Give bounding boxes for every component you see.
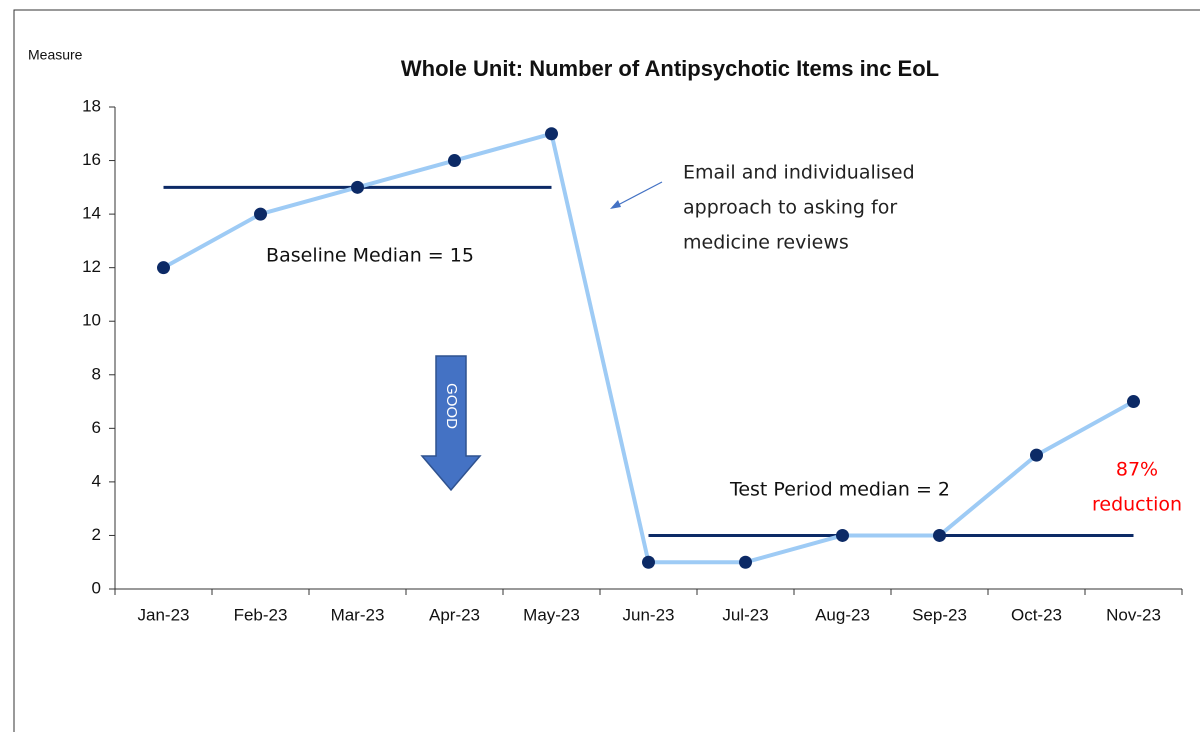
data-line bbox=[162, 131, 1135, 565]
x-tick-label: May-23 bbox=[523, 605, 580, 624]
annotation-line: 87% bbox=[1116, 459, 1158, 481]
annotation-line: reduction bbox=[1092, 494, 1182, 516]
x-tick-label: Jun-23 bbox=[623, 605, 675, 624]
x-tick-label: Mar-23 bbox=[331, 605, 385, 624]
good-arrow bbox=[420, 355, 482, 492]
y-tick-label: 0 bbox=[92, 578, 101, 597]
annotation-arrow bbox=[615, 181, 663, 207]
y-tick-label: 16 bbox=[82, 150, 101, 169]
chart-title: Whole Unit: Number of Antipsychotic Item… bbox=[401, 56, 939, 81]
x-tick-label: Oct-23 bbox=[1011, 605, 1062, 624]
data-point bbox=[448, 154, 461, 168]
data-point bbox=[836, 528, 849, 542]
y-tick-label: 4 bbox=[92, 471, 101, 490]
y-tick-label: 12 bbox=[82, 257, 101, 276]
y-tick-label: 14 bbox=[82, 204, 101, 223]
data-point bbox=[1030, 448, 1043, 462]
annotation-line: Email and individualised bbox=[683, 162, 915, 184]
x-tick-label: Feb-23 bbox=[234, 605, 288, 624]
y-tick-label: 8 bbox=[92, 364, 101, 383]
y-tick-label: 18 bbox=[82, 96, 101, 115]
data-point bbox=[545, 127, 558, 141]
x-tick-label: Sep-23 bbox=[912, 605, 967, 624]
x-tick-label: Jul-23 bbox=[722, 605, 768, 624]
frame bbox=[13, 9, 1200, 732]
x-tick-label: Aug-23 bbox=[815, 605, 870, 624]
data-point bbox=[1127, 395, 1140, 409]
y-tick-label: 10 bbox=[82, 311, 101, 330]
data-point bbox=[351, 180, 364, 194]
annotation-line: medicine reviews bbox=[683, 232, 849, 254]
data-point bbox=[739, 555, 752, 569]
y-axis-label: Measure bbox=[28, 47, 83, 63]
x-tick-label: Apr-23 bbox=[429, 605, 480, 624]
x-tick-label: Jan-23 bbox=[138, 605, 190, 624]
good-label: GOOD bbox=[443, 383, 460, 429]
data-point bbox=[642, 555, 655, 569]
x-tick-label: Nov-23 bbox=[1106, 605, 1161, 624]
y-tick-label: 2 bbox=[92, 525, 101, 544]
data-point bbox=[254, 207, 267, 221]
annotation-arrow-head bbox=[610, 200, 621, 209]
data-point bbox=[157, 261, 170, 275]
y-tick-label: 6 bbox=[92, 418, 101, 437]
median-label: Baseline Median = 15 bbox=[266, 245, 474, 267]
median-label: Test Period median = 2 bbox=[729, 479, 950, 501]
annotation-line: approach to asking for bbox=[683, 197, 897, 219]
data-point bbox=[933, 528, 946, 542]
